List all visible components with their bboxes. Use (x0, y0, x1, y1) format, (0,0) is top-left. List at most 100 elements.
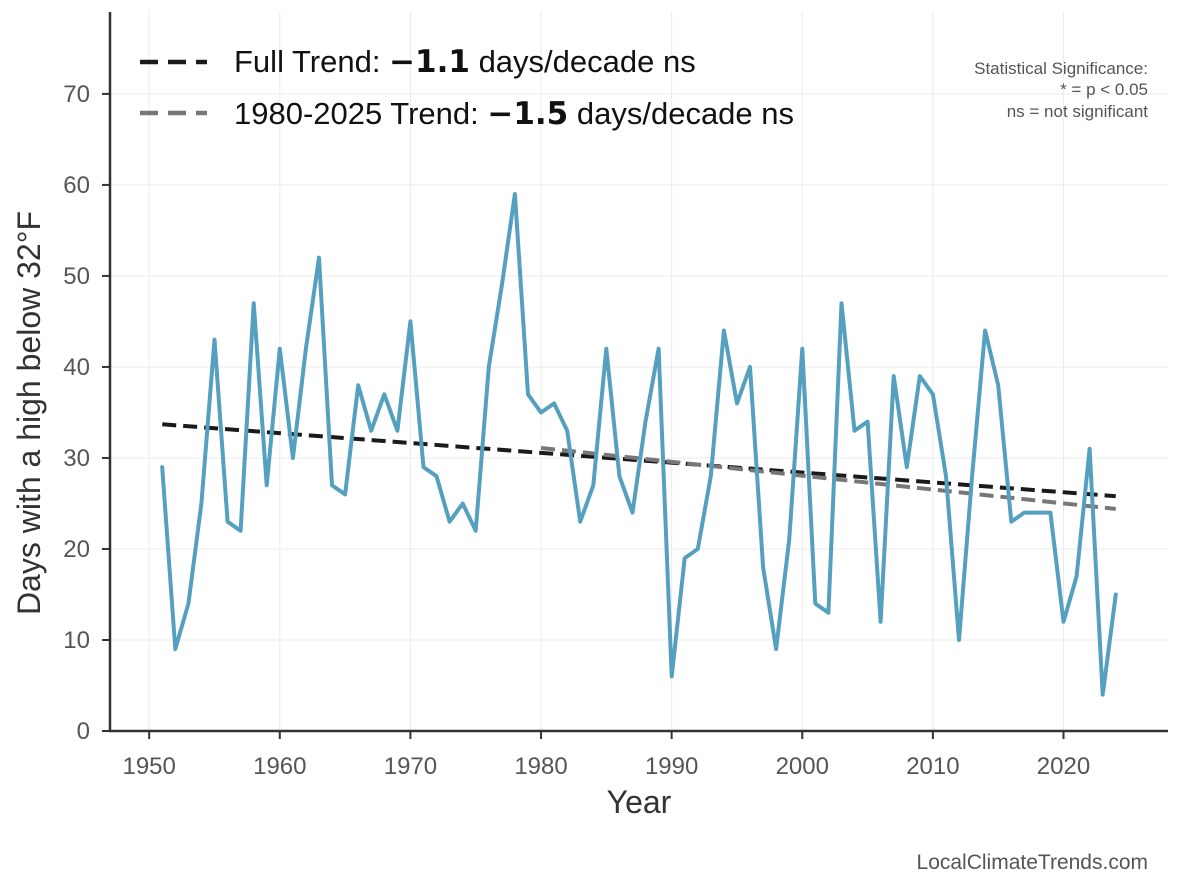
data-point (1114, 592, 1118, 596)
x-ticks: 1950 1960 1970 1980 1990 2000 2010 2020 (122, 731, 1090, 780)
legend-1980-trend-name: 1980-2025 Trend: (234, 96, 487, 131)
data-point (474, 529, 478, 533)
data-point (552, 401, 556, 405)
data-point (996, 383, 1000, 387)
y-tick-label: 20 (63, 536, 90, 563)
data-point (487, 365, 491, 369)
data-point (1048, 511, 1052, 515)
data-point (761, 565, 765, 569)
legend-full-trend-suffix: days/decade ns (470, 44, 696, 79)
x-tick-label: 2020 (1037, 753, 1090, 780)
data-point (918, 374, 922, 378)
data-point (1035, 511, 1039, 515)
data-point (395, 429, 399, 433)
data-point (944, 474, 948, 478)
y-axis-title: Days with a high below 32°F (11, 211, 47, 615)
axes (108, 12, 1168, 733)
data-point (500, 283, 504, 287)
data-point (644, 420, 648, 424)
x-tick-label: 1960 (253, 753, 306, 780)
data-point (212, 338, 216, 342)
data-point (983, 329, 987, 333)
series-line (160, 192, 1118, 697)
data-point (461, 501, 465, 505)
data-point (526, 392, 530, 396)
x-tick-label: 1970 (384, 753, 437, 780)
data-point (735, 401, 739, 405)
data-point (369, 429, 373, 433)
data-point (578, 520, 582, 524)
legend-full-trend-name: Full Trend: (234, 44, 389, 79)
x-tick-label: 2000 (776, 753, 829, 780)
data-point (186, 602, 190, 606)
data-point (1088, 447, 1092, 451)
data-point (513, 192, 517, 196)
recent-trend-line (540, 445, 1116, 511)
data-point (879, 620, 883, 624)
data-point (265, 483, 269, 487)
data-point (931, 392, 935, 396)
data-point (617, 474, 621, 478)
data-point (604, 347, 608, 351)
significance-title: Statistical Significance: (974, 59, 1148, 78)
data-point (892, 374, 896, 378)
data-point (1075, 574, 1079, 578)
data-point (408, 319, 412, 323)
x-axis-title: Year (607, 784, 672, 820)
data-point (317, 256, 321, 260)
data-point (905, 465, 909, 469)
data-point (565, 429, 569, 433)
data-point (813, 602, 817, 606)
data-point (696, 547, 700, 551)
legend-1980-trend-value: −1.5 (487, 96, 568, 132)
data-point (421, 465, 425, 469)
data-point (853, 429, 857, 433)
data-point (199, 501, 203, 505)
data-point (630, 511, 634, 515)
data-point (670, 674, 674, 678)
data-point (291, 456, 295, 460)
data-point (448, 520, 452, 524)
data-point (1101, 693, 1105, 697)
data-point (252, 301, 256, 305)
legend-label-1980-trend: 1980-2025 Trend: −1.5 days/decade ns (234, 96, 794, 132)
data-point (382, 392, 386, 396)
data-point (774, 647, 778, 651)
data-point (160, 465, 164, 469)
data-point (748, 365, 752, 369)
data-point (356, 383, 360, 387)
full-trend-line (162, 422, 1116, 499)
significance-annotation: Statistical Significance: * = p < 0.05 n… (974, 59, 1148, 121)
y-tick-label: 10 (63, 627, 90, 654)
data-point (657, 347, 661, 351)
data-point (722, 329, 726, 333)
data-point (866, 420, 870, 424)
data-point (226, 520, 230, 524)
data-point (435, 474, 439, 478)
data-point (839, 301, 843, 305)
data-point (304, 347, 308, 351)
data-point (591, 483, 595, 487)
data-point (826, 611, 830, 615)
y-tick-label: 0 (77, 718, 90, 745)
data-point (278, 347, 282, 351)
trend-lines (162, 422, 1116, 511)
data-point (1022, 511, 1026, 515)
data-point (1062, 620, 1066, 624)
data-point (683, 556, 687, 560)
x-tick-label: 1950 (122, 753, 175, 780)
legend: Full Trend: −1.1 days/decade ns 1980-202… (140, 44, 794, 132)
data-point (539, 410, 543, 414)
data-point (800, 347, 804, 351)
data-point (957, 638, 961, 642)
data-point (330, 483, 334, 487)
legend-full-trend-value: −1.1 (389, 44, 470, 80)
legend-label-full-trend: Full Trend: −1.1 days/decade ns (234, 44, 696, 80)
watermark: LocalClimateTrends.com (917, 851, 1148, 874)
y-tick-label: 60 (63, 172, 90, 199)
data-series (160, 192, 1118, 697)
y-tick-label: 30 (63, 445, 90, 472)
y-tick-label: 70 (63, 81, 90, 108)
significance-threshold: * = p < 0.05 (1060, 80, 1148, 99)
